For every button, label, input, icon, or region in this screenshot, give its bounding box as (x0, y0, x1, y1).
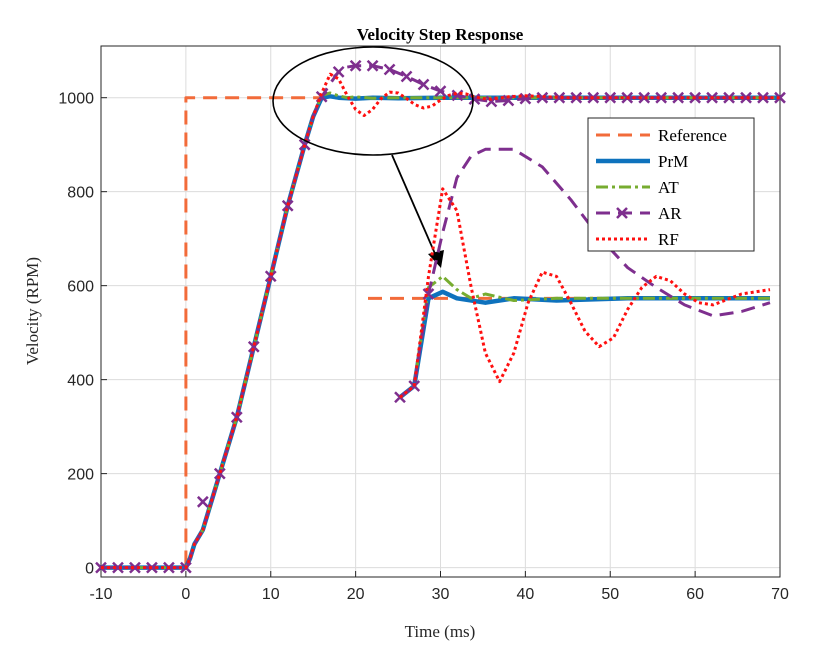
x-tick-label: 30 (432, 586, 450, 603)
series-marker-ar (774, 91, 786, 104)
series-marker-ar (468, 93, 481, 105)
series-marker-ar (281, 199, 294, 212)
inset-marker-ar (422, 288, 435, 300)
series-marker-ar (129, 561, 141, 574)
y-axis-label: Velocity (RPM) (23, 257, 42, 365)
legend-label-ar: AR (658, 204, 682, 223)
series-marker-ar (434, 85, 447, 97)
legend-box (587, 117, 755, 252)
axis-ticks: -10 0 10 20 30 40 50 60 70 0 200 400 600 800 1000 (58, 91, 789, 603)
chart-title: Velocity Step Response (357, 25, 524, 44)
series-marker-ar (196, 495, 209, 508)
inset-series-ar (399, 147, 771, 399)
legend-label-rf: RF (658, 230, 679, 249)
x-tick-label: 70 (771, 586, 789, 603)
inset-series-rf (399, 187, 771, 399)
legend-label-prm: PrM (658, 152, 688, 171)
series-marker-ar (655, 91, 668, 104)
legend-marker-ar (616, 207, 628, 219)
inset-series-at (399, 274, 770, 399)
series-marker-ar (553, 91, 566, 104)
series-marker-ar (672, 91, 685, 104)
series-marker-ar (570, 91, 583, 104)
x-tick-label: 50 (601, 586, 619, 603)
series-group (95, 59, 786, 574)
x-tick-label: 60 (686, 586, 704, 603)
x-tick-label: 0 (181, 586, 190, 603)
x-tick-label: 10 (262, 586, 280, 603)
series-marker-ar (264, 270, 277, 283)
series-line-rf (101, 72, 780, 570)
x-axis-label: Time (ms) (405, 622, 476, 641)
zoom-arrow-shaft (391, 154, 437, 257)
series-marker-ar (112, 561, 124, 574)
x-tick-label: 40 (516, 586, 534, 603)
series-marker-ar (332, 65, 345, 78)
y-tick-label: 600 (67, 279, 94, 296)
inset-zoom (368, 147, 771, 404)
series-marker-ar (383, 63, 396, 76)
legend: Reference PrM AT AR RF (587, 117, 755, 252)
legend-label-reference: Reference (658, 126, 727, 145)
y-tick-label: 1000 (58, 91, 94, 108)
series-marker-ar (366, 59, 379, 72)
x-tick-label: -10 (89, 586, 112, 603)
series-marker-ar (638, 91, 651, 104)
y-tick-label: 0 (85, 561, 94, 578)
series-marker-ar (536, 91, 549, 104)
series-marker-ar (213, 467, 226, 480)
series-marker-ar (757, 91, 769, 104)
x-tick-label: 20 (347, 586, 365, 603)
series-marker-ar (230, 411, 243, 424)
y-tick-label: 400 (67, 373, 94, 390)
series-marker-ar (417, 78, 430, 91)
series-line-reference (101, 96, 780, 570)
y-tick-label: 200 (67, 467, 94, 484)
series-marker-ar (519, 92, 532, 105)
legend-label-at: AT (658, 178, 679, 197)
series-marker-ar (247, 340, 260, 353)
series-marker-ar (400, 70, 413, 83)
series-marker-ar (502, 94, 515, 107)
series-line-ar (101, 64, 780, 570)
y-tick-label: 800 (67, 185, 94, 202)
series-marker-ar (740, 91, 752, 104)
zoom-ellipse (272, 46, 474, 156)
series-marker-ar (349, 59, 362, 72)
